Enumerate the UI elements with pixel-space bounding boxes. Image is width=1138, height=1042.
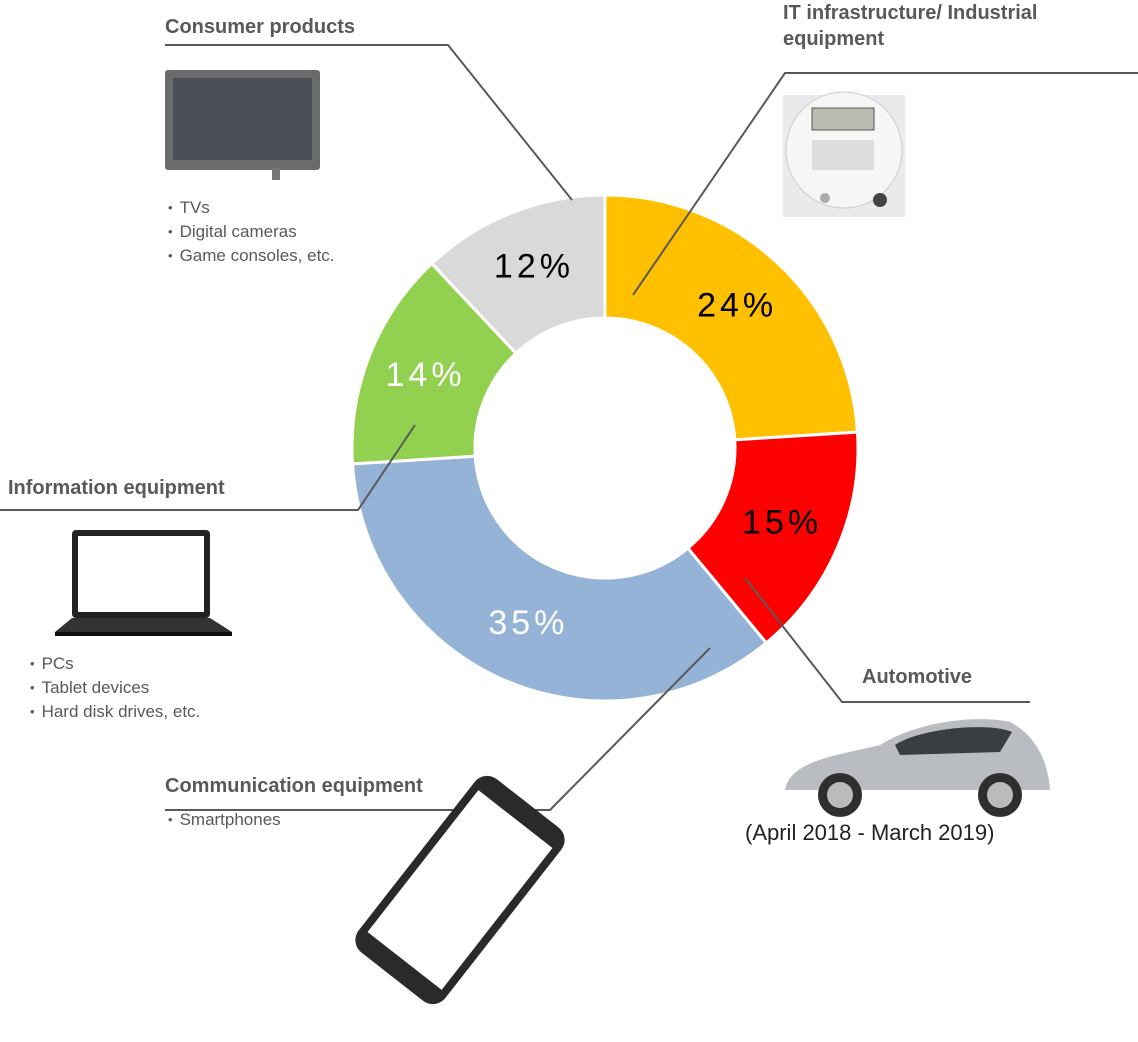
phone-icon bbox=[355, 775, 565, 1005]
value-label: 15% bbox=[742, 504, 822, 542]
laptop-icon bbox=[55, 530, 232, 636]
leader-line bbox=[165, 647, 711, 811]
category-label: Communication equipment bbox=[165, 775, 423, 797]
donut-segment bbox=[603, 193, 860, 442]
car-icon bbox=[785, 719, 1050, 817]
leader-line bbox=[165, 44, 573, 201]
detail-item: TVs bbox=[168, 196, 335, 220]
value-label: 35% bbox=[488, 604, 568, 642]
leader-line bbox=[0, 424, 416, 511]
donut-segment bbox=[685, 430, 860, 646]
detail-list: Smartphones bbox=[168, 808, 281, 832]
detail-item: Digital cameras bbox=[168, 220, 335, 244]
detail-item: PCs bbox=[30, 652, 200, 676]
leader-line bbox=[744, 577, 1030, 703]
detail-list: TVsDigital camerasGame consoles, etc. bbox=[168, 196, 335, 268]
tv-icon bbox=[165, 70, 320, 180]
value-label: 14% bbox=[386, 356, 466, 394]
donut: 24% 15% 35% 14% 12% bbox=[350, 193, 860, 703]
value-label: 24% bbox=[697, 286, 777, 324]
period-note: (April 2018 - March 2019) bbox=[745, 820, 995, 845]
category-label: Information equipment bbox=[8, 477, 225, 499]
detail-item: Hard disk drives, etc. bbox=[30, 700, 201, 724]
detail-item: Smartphones bbox=[168, 808, 281, 832]
meter-icon bbox=[783, 91, 905, 217]
category-label: Automotive bbox=[862, 666, 972, 688]
category-label: IT infrastructure/ Industrial equipment bbox=[783, 2, 1038, 50]
leader-line bbox=[632, 72, 1138, 296]
detail-item: Tablet devices bbox=[30, 676, 200, 700]
category-label: Consumer products bbox=[165, 16, 356, 38]
leader-lines bbox=[0, 44, 1138, 811]
value-label: 12% bbox=[494, 248, 574, 286]
donut-segment bbox=[429, 193, 607, 356]
detail-list: PCsTablet devicesHard disk drives, etc. bbox=[30, 652, 201, 724]
detail-item: Game consoles, etc. bbox=[168, 244, 335, 268]
donut-segment bbox=[350, 454, 769, 703]
